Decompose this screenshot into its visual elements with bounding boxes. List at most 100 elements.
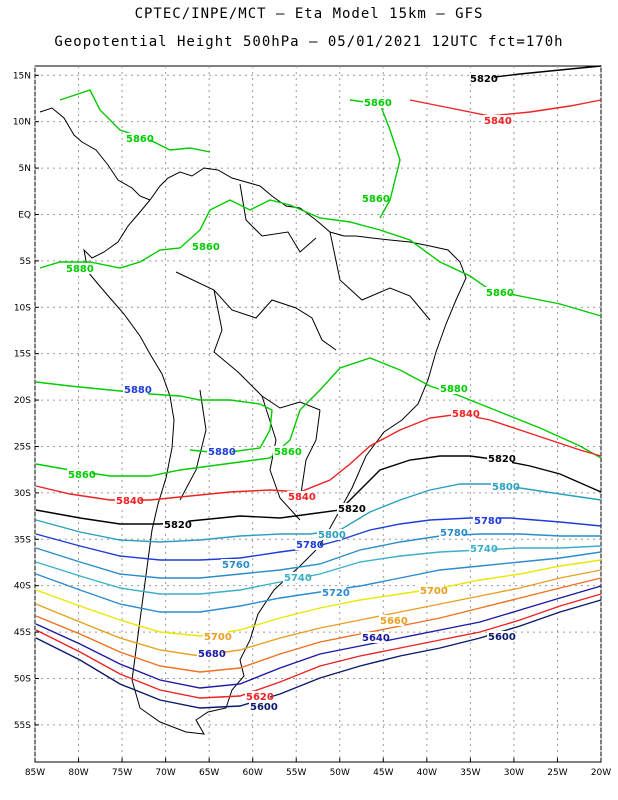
contour-label-bg [487,453,512,464]
contour-label: 5820 [164,520,192,531]
contour-label: 5840 [484,116,512,127]
contour-label-bg [485,287,510,298]
contour-label-bg [249,701,274,712]
contour-label-bg [491,481,516,492]
contour-label-bg [245,691,270,702]
contour-label-bg [67,469,92,480]
contour-label: 5740 [470,544,498,555]
lat-label: 50S [14,674,31,684]
contour-label: 5800 [492,482,520,493]
lon-label: 55W [286,768,306,778]
contour-5720 [35,551,602,613]
contour-5820 [469,65,602,81]
contour-label: 5700 [420,586,448,597]
contour-label-bg [65,263,90,274]
latitude-labels: 15N 10N 5N EQ 5S 10S 15S 20S 25S 30S 35S 40S 45S 50S 5… [13,71,39,731]
contour-label-bg [439,383,464,394]
contour-label: 5860 [362,194,390,205]
contour-label: 5880 [440,384,468,395]
contour-label-bg [191,241,216,252]
contour-5680 [35,569,602,657]
graticule [34,66,602,762]
contour-label-bg [295,539,320,550]
contour-5840 [409,99,602,117]
lat-label: 15S [14,350,31,360]
contour-5600 [35,599,602,709]
contour-label-bg [317,529,342,540]
contour-label-bg [115,495,140,506]
country-borders [175,183,431,521]
contour-label: 5820 [488,454,516,465]
contour-label: 5880 [66,264,94,275]
lat-label: 25S [14,442,31,452]
lat-label: 15N [13,71,31,81]
contour-label-bg [473,515,498,526]
contour-label: 5820 [470,74,498,85]
contour-label-bg [439,527,464,538]
contour-label: 5620 [246,692,274,703]
chart-subtitle: Geopotential Height 500hPa – 05/01/2021 … [54,34,564,50]
contour-label: 5840 [288,492,316,503]
contour-5860 [35,357,602,477]
lat-label: 5S [20,257,32,267]
contour-label-bg [451,408,476,419]
contour-5880 [35,381,273,453]
lat-label: 10S [14,303,31,313]
lon-label: 45W [373,768,393,778]
contour-label-bg [123,384,148,395]
contour-5860 [39,199,602,317]
contour-label: 5840 [452,409,480,420]
contour-label-bg [283,572,308,583]
lon-label: 60W [243,768,263,778]
contour-label-bg [361,193,386,204]
contour-label-bg [469,543,494,554]
contour-label: 5760 [222,560,250,571]
contour-label-bg [483,115,508,126]
lat-label: 55S [14,721,31,731]
contour-label-bg [469,73,494,84]
contour-label: 5660 [380,616,408,627]
contour-label: 5860 [126,134,154,145]
lat-label: 10N [13,118,31,128]
south-america-coast [83,199,467,735]
longitude-labels: 85W 80W 75W 70W 65W 60W 55W 50W 45W 40W 35W 30W 25W 2… [25,758,611,778]
contour-5700 [35,559,602,637]
contour-label: 5700 [204,632,232,643]
caribbean-coast [149,167,345,237]
contour-label: 5860 [364,98,392,109]
lat-label: 40S [14,582,31,592]
lon-label: 65W [199,768,219,778]
lon-label: 25W [547,768,567,778]
contour-label-bg [379,615,404,626]
lat-label: 45S [14,628,31,638]
contour-label-bg [203,631,228,642]
contour-label: 5600 [488,632,516,643]
contour-label-bg [207,446,232,457]
contour-label-bg [163,519,188,530]
lon-label: 75W [112,768,132,778]
lon-label: 50W [330,768,350,778]
contour-label: 5600 [250,702,278,713]
lon-label: 35W [460,768,480,778]
lon-label: 40W [417,768,437,778]
contour-label-bg [221,559,246,570]
lat-label: 30S [14,489,31,499]
lat-label: 5N [19,164,31,174]
contour-label-bg [125,133,150,144]
contour-5740 [35,545,602,595]
contour-5840 [35,413,602,501]
contour-label: 5740 [284,573,312,584]
lon-label: 30W [504,768,524,778]
contour-label-bg [361,632,386,643]
contour-label-bg [273,446,298,457]
contour-label: 5640 [362,633,390,644]
contour-label: 5800 [318,530,346,541]
contour-labels: 5820 5840 5860 5860 5860 5860 5880 5860 5880 5880… [65,73,520,713]
lon-label: 85W [25,768,45,778]
lat-label: 20S [14,396,31,406]
contour-label: 5680 [198,649,226,660]
contour-label: 5880 [124,385,152,396]
contour-label: 5840 [116,496,144,507]
contour-label: 5780 [440,528,468,539]
